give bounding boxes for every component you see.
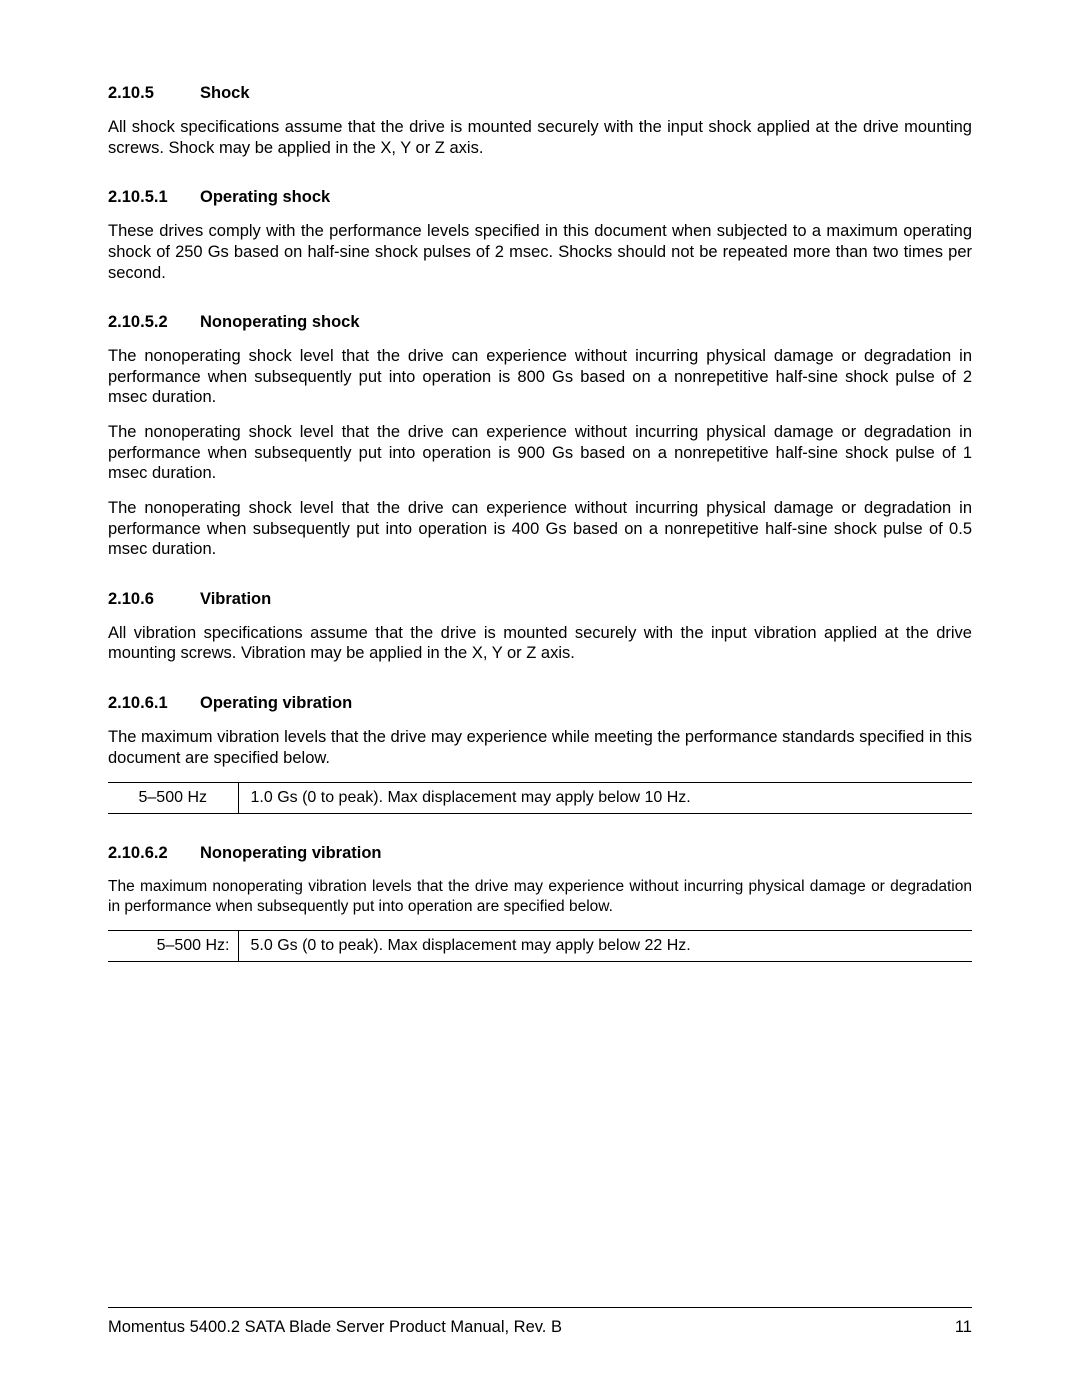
paragraph: The nonoperating shock level that the dr… xyxy=(108,498,972,560)
heading-2-10-5-1: 2.10.5.1Operating shock xyxy=(108,188,972,207)
heading-2-10-5: 2.10.5Shock xyxy=(108,84,972,103)
table-cell-spec: 1.0 Gs (0 to peak). Max displacement may… xyxy=(238,783,972,814)
heading-number: 2.10.5 xyxy=(108,84,200,103)
paragraph: The maximum nonoperating vibration level… xyxy=(108,877,972,916)
paragraph: All shock specifications assume that the… xyxy=(108,117,972,158)
heading-number: 2.10.6.1 xyxy=(108,694,200,713)
operating-vibration-table: 5–500 Hz 1.0 Gs (0 to peak). Max displac… xyxy=(108,782,972,814)
paragraph: All vibration specifications assume that… xyxy=(108,623,972,664)
paragraph: These drives comply with the performance… xyxy=(108,221,972,283)
heading-number: 2.10.5.2 xyxy=(108,313,200,332)
footer-title: Momentus 5400.2 SATA Blade Server Produc… xyxy=(108,1318,562,1337)
heading-2-10-5-2: 2.10.5.2Nonoperating shock xyxy=(108,313,972,332)
paragraph: The maximum vibration levels that the dr… xyxy=(108,727,972,768)
document-page: 2.10.5Shock All shock specifications ass… xyxy=(0,0,1080,1397)
heading-title: Shock xyxy=(200,84,250,102)
heading-2-10-6-2: 2.10.6.2Nonoperating vibration xyxy=(108,844,972,863)
nonoperating-vibration-table: 5–500 Hz: 5.0 Gs (0 to peak). Max displa… xyxy=(108,930,972,962)
heading-2-10-6: 2.10.6Vibration xyxy=(108,590,972,609)
table-row: 5–500 Hz 1.0 Gs (0 to peak). Max displac… xyxy=(108,783,972,814)
heading-number: 2.10.5.1 xyxy=(108,188,200,207)
heading-title: Operating shock xyxy=(200,188,330,206)
table-cell-freq: 5–500 Hz xyxy=(108,783,238,814)
page-content: 2.10.5Shock All shock specifications ass… xyxy=(108,84,972,962)
table-row: 5–500 Hz: 5.0 Gs (0 to peak). Max displa… xyxy=(108,931,972,962)
table-cell-freq: 5–500 Hz: xyxy=(108,931,238,962)
heading-title: Operating vibration xyxy=(200,694,352,712)
heading-number: 2.10.6 xyxy=(108,590,200,609)
paragraph: The nonoperating shock level that the dr… xyxy=(108,346,972,408)
page-number: 11 xyxy=(955,1318,972,1337)
table-cell-spec: 5.0 Gs (0 to peak). Max displacement may… xyxy=(238,931,972,962)
paragraph: The nonoperating shock level that the dr… xyxy=(108,422,972,484)
heading-number: 2.10.6.2 xyxy=(108,844,200,863)
heading-title: Nonoperating vibration xyxy=(200,844,382,862)
heading-2-10-6-1: 2.10.6.1Operating vibration xyxy=(108,694,972,713)
page-footer: Momentus 5400.2 SATA Blade Server Produc… xyxy=(108,1307,972,1337)
heading-title: Vibration xyxy=(200,590,271,608)
heading-title: Nonoperating shock xyxy=(200,313,360,331)
